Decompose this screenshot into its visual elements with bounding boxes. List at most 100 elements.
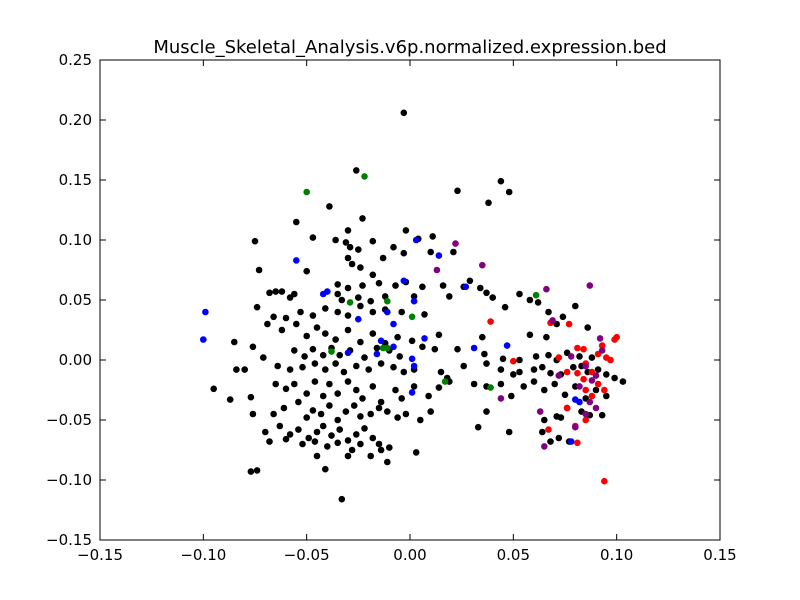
scatter-point [332,236,339,244]
scatter-point [293,257,300,264]
scatter-point [435,331,443,339]
scatter-point [549,317,556,324]
scatter-point [355,246,362,253]
scatter-point [303,188,311,196]
scatter-point [601,386,608,394]
scatter-point [332,360,339,367]
scatter-point [247,393,255,401]
scatter-point [390,320,397,328]
scatter-point [545,351,552,359]
x-axis: −0.15 −0.10 −0.05 0.00 0.05 0.10 0.15 [77,60,737,564]
scatter-point [303,267,311,275]
scatter-point [377,360,385,367]
scatter-point [483,408,490,415]
scatter-point [342,239,350,246]
scatter-point [601,477,608,485]
scatter-point [311,360,319,367]
scatter-point [497,395,505,402]
scatter-point [530,378,538,385]
scatter-point [574,439,581,447]
scatter-point [373,350,381,358]
scatter-point [276,422,284,430]
y-tick-label: 0.20 [59,111,92,129]
scatter-point [260,354,267,361]
scatter-point [419,283,426,291]
scatter-point [497,177,505,185]
scatter-point [346,299,354,306]
scatter-point [410,383,418,390]
scatter-point [598,411,606,419]
scatter-point [326,402,333,409]
scatter-point [278,288,286,295]
scatter-point [460,362,468,370]
scatter-point [357,440,364,448]
scatter-point [483,360,490,367]
scatter-point [584,324,591,331]
scatter-point [452,240,459,247]
x-tick-label: 0.15 [703,546,736,564]
scatter-point [598,342,606,349]
scatter-point [262,428,269,436]
scatter-point [398,308,406,316]
scatter-point [295,426,302,433]
scatter-point [402,410,410,418]
scatter-point [299,440,306,448]
scatter-point [454,187,461,195]
scatter-point [344,326,352,334]
scatter-point [582,386,589,394]
scatter-point [384,344,391,352]
scatter-point [497,380,505,388]
scatter-point [526,296,534,304]
scatter-point [361,354,368,361]
scatter-point [303,390,311,397]
scatter-point [373,344,381,352]
scatter-point [588,392,596,400]
scatter-point [545,308,552,316]
scatter-point [309,345,317,353]
scatter-point [359,282,366,289]
scatter-point [520,383,527,390]
scatter-point [309,234,317,241]
scatter-point [545,426,552,433]
scatter-point [619,378,627,385]
scatter-point [319,392,327,400]
scatter-point [582,416,589,424]
scatter-point [427,248,435,256]
scatter-point [226,396,234,403]
scatter-point [353,431,360,438]
scatter-point [516,356,523,364]
scatter-point [400,249,408,257]
scatter-point [319,351,327,359]
scatter-point [576,398,583,406]
scatter-point [309,312,317,319]
scatter-point [361,173,368,180]
scatter-point [412,236,420,244]
scatter-point [353,167,360,174]
scatter-point [361,425,368,432]
scatter-point [580,345,587,353]
scatter-point [565,320,573,328]
scatter-point [369,308,377,316]
scatter-point [369,271,377,279]
scatter-point [357,302,364,310]
scatter-point [340,368,348,376]
scatter-point [384,458,391,466]
scatter-point [433,266,441,274]
scatter-point [431,345,439,353]
scatter-point [555,354,563,361]
scatter-point [249,343,257,351]
scatter-point [377,398,385,406]
scatter-point [301,353,308,360]
scatter-point [563,368,571,376]
scatter-point [410,297,418,305]
y-tick-label: 0.10 [59,231,92,249]
scatter-point [572,302,579,310]
scatter-point [334,308,342,316]
scatter-point [293,218,300,226]
scatter-point [369,434,377,442]
x-tick-label: −0.10 [180,546,226,564]
scatter-point [251,237,259,245]
scatter-point [483,289,490,297]
scatter-point [291,290,298,298]
scatter-point [384,297,391,305]
